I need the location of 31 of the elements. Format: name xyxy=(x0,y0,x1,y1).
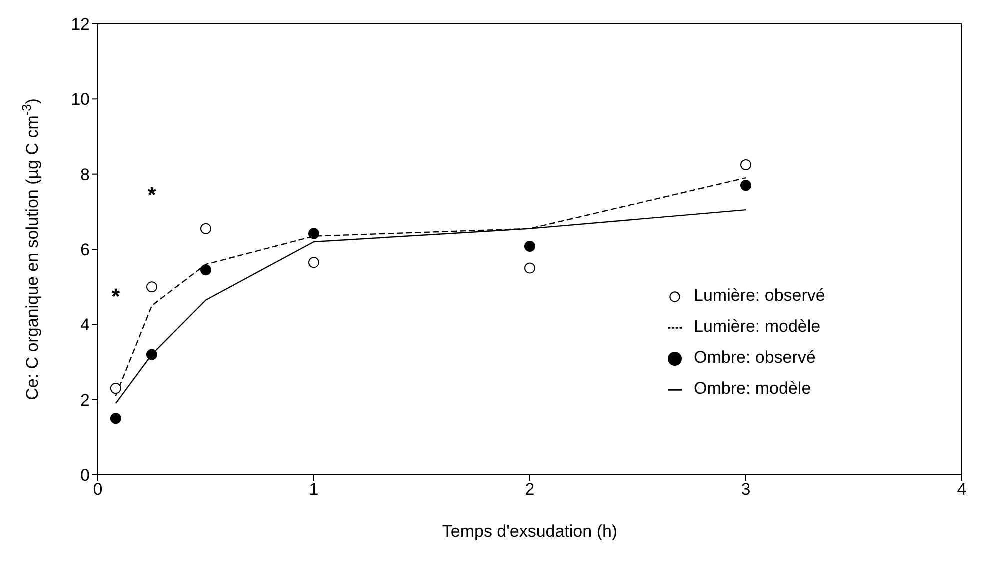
y-tick-label: 8 xyxy=(80,165,90,184)
point xyxy=(740,159,752,170)
y-tick-label: 10 xyxy=(71,90,90,110)
x-axis-title: Temps d'exsudation (h) xyxy=(442,522,618,541)
point xyxy=(146,282,158,293)
point xyxy=(110,413,122,424)
legend-label: Ombre: observé xyxy=(694,348,816,367)
annotation: * xyxy=(112,284,121,310)
y-tick-label: 0 xyxy=(80,466,90,486)
point xyxy=(308,228,320,240)
point xyxy=(110,383,122,394)
point xyxy=(146,349,158,360)
y-tick-label: 4 xyxy=(80,316,90,335)
y-tick-label: 6 xyxy=(80,240,90,260)
y-tick-label: 12 xyxy=(71,15,90,34)
x-tick-label: 1 xyxy=(309,480,319,500)
point xyxy=(524,262,536,274)
x-tick-label: 0 xyxy=(93,480,103,500)
point xyxy=(200,264,212,276)
annotation: * xyxy=(148,182,157,208)
point xyxy=(524,240,536,252)
x-tick-label: 3 xyxy=(741,480,751,500)
x-tick-label: 4 xyxy=(957,480,967,500)
point xyxy=(740,180,752,192)
y-tick-label: 2 xyxy=(80,390,90,410)
x-tick-label: 2 xyxy=(525,480,535,500)
legend-label: Lumière: observé xyxy=(694,286,826,305)
legend-label: Lumière: modèle xyxy=(694,317,821,336)
point xyxy=(200,223,212,234)
point xyxy=(308,257,320,268)
legend-label: Ombre: modèle xyxy=(694,379,812,398)
